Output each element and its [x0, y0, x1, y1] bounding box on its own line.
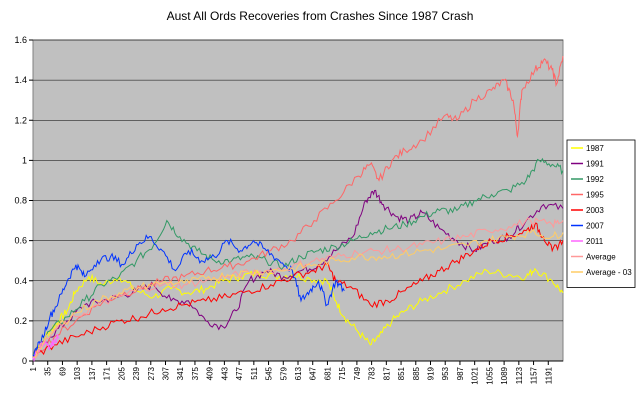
- x-tick-label: 69: [58, 366, 67, 375]
- x-tick-label: 35: [44, 366, 53, 375]
- series-line-2007: [32, 234, 345, 359]
- x-tick-label: 613: [294, 366, 303, 380]
- legend-label: Average - 03: [586, 268, 632, 277]
- y-tick-label: 0.4: [14, 276, 27, 286]
- y-tick-label: 0: [22, 356, 27, 366]
- x-tick-label: 1021: [471, 366, 480, 384]
- y-tick-label: 1: [22, 155, 27, 165]
- y-tick-label: 0.8: [14, 196, 27, 206]
- legend-label: 2003: [586, 206, 604, 215]
- x-tick-label: 987: [456, 366, 465, 380]
- x-tick-label: 885: [412, 366, 421, 380]
- x-tick-label: 953: [441, 366, 450, 380]
- x-tick-label: 1: [29, 366, 38, 371]
- series-line-1992: [32, 157, 564, 356]
- x-tick-label: 137: [88, 366, 97, 380]
- x-tick-label: 715: [338, 366, 347, 380]
- legend: 1987 1991 1992 1995 2003 2007 2011 Average Avera…: [566, 139, 636, 288]
- x-tick-label: 749: [353, 366, 362, 380]
- x-tick-label: 511: [250, 366, 259, 379]
- x-tick-label: 409: [206, 366, 215, 380]
- legend-label: Average: [586, 253, 616, 262]
- x-tick-label: 647: [309, 366, 318, 380]
- series-line-1991: [32, 189, 564, 356]
- x-tick-label: 307: [162, 366, 171, 380]
- legend-label: 2011: [586, 237, 604, 246]
- chart-title: Aust All Ords Recoveries from Crashes Si…: [167, 9, 474, 23]
- legend-label: 1991: [586, 160, 604, 169]
- x-tick-label: 1055: [485, 366, 494, 384]
- legend-label: 1992: [586, 175, 604, 184]
- x-tick-label: 375: [191, 366, 200, 380]
- y-tick-label: 0.6: [14, 236, 27, 246]
- series-line-1995: [32, 56, 564, 358]
- y-tick-label: 1.4: [14, 75, 27, 85]
- series-line-1987: [32, 267, 564, 358]
- x-tick-label: 341: [176, 366, 185, 380]
- x-tick-label: 103: [73, 366, 82, 380]
- x-tick-label: 783: [368, 366, 377, 380]
- y-tick-label: 1.6: [14, 35, 27, 45]
- series-line-Averageminus03: [33, 228, 564, 358]
- legend-label: 1987: [586, 144, 604, 153]
- x-tick-label: 817: [382, 366, 391, 380]
- x-tick-label: 443: [220, 366, 229, 380]
- plot-area: 0 0.2 0.4 0.6 0.8 1 1.2 1.4 1.6 1 35 69 103 137 171 205…: [14, 35, 564, 385]
- x-tick-label: 477: [235, 366, 244, 380]
- legend-label: 2007: [586, 222, 604, 231]
- x-tick-label: 205: [117, 366, 126, 380]
- x-tick-label: 681: [323, 366, 332, 380]
- x-tick-label: 1089: [500, 366, 509, 384]
- x-tick-label: 1191: [544, 366, 553, 384]
- x-tick-label: 919: [427, 366, 436, 380]
- x-tick-label: 273: [147, 366, 156, 380]
- legend-box: [566, 139, 636, 288]
- x-tick-label: 1157: [530, 366, 539, 384]
- y-tick-label: 1.2: [14, 115, 27, 125]
- x-tick-label: 239: [132, 366, 141, 380]
- x-tick-label: 171: [103, 366, 112, 380]
- x-tick-label: 579: [279, 366, 288, 380]
- x-tick-label: 545: [265, 366, 274, 380]
- x-tick-label: 851: [397, 366, 406, 380]
- y-tick-label: 0.2: [14, 316, 27, 326]
- x-tick-label: 1123: [515, 366, 524, 384]
- legend-label: 1995: [586, 191, 604, 200]
